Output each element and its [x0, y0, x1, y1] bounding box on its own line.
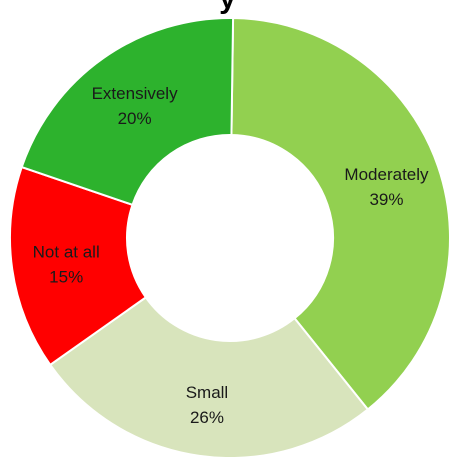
slice-label-not-at-all: Not at all [33, 243, 100, 262]
slice-label-moderately: Moderately [344, 165, 429, 184]
slice-not-at-all [9, 165, 148, 367]
slice-value-extensively: 20% [118, 109, 152, 128]
slice-value-not-at-all: 15% [49, 268, 83, 287]
chart-title: y [0, 0, 455, 22]
slice-label-extensively: Extensively [92, 84, 178, 103]
slice-value-small: 26% [190, 408, 224, 427]
slice-extensively [20, 17, 235, 207]
slice-value-moderately: 39% [369, 190, 403, 209]
slice-label-small: Small [186, 383, 229, 402]
slice-moderately [230, 17, 451, 411]
slice-small [48, 295, 370, 459]
